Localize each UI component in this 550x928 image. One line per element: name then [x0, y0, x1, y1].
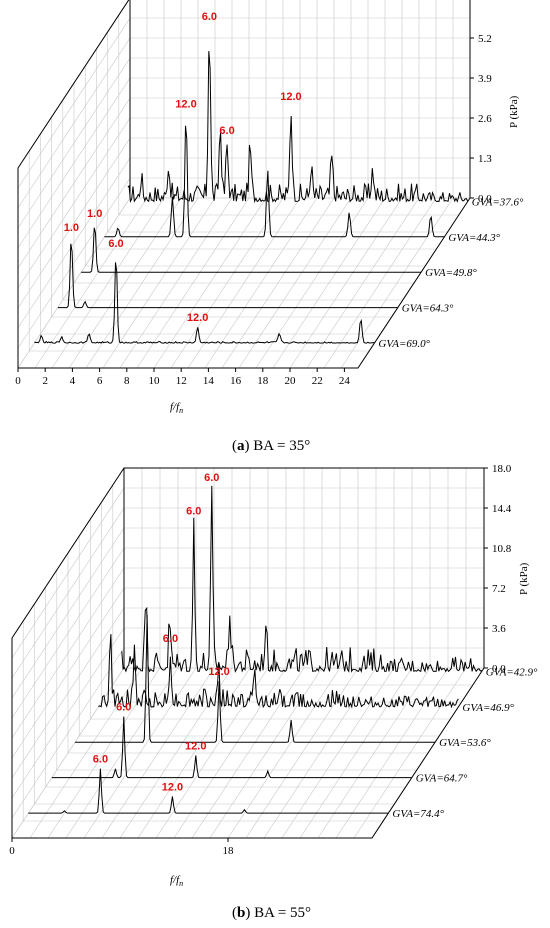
series-label: GVA=42.9°	[486, 666, 538, 678]
peak-label: 1.0	[64, 222, 79, 234]
x-tick-label: 18	[223, 845, 235, 857]
z-tick-label: 0.0	[478, 193, 492, 205]
grid-line	[11, 467, 484, 639]
x-tick-label: 4	[70, 375, 76, 387]
z-tick-label: 2.6	[478, 113, 492, 125]
x-tick-label: 22	[312, 375, 323, 387]
caption-b: (b) BA = 55°	[232, 905, 311, 921]
back-frame	[123, 467, 485, 668]
series-label: GVA=74.4°	[392, 808, 444, 820]
series-label: GVA=64.7°	[416, 773, 468, 785]
x-tick-label: 20	[285, 375, 297, 387]
series-label: GVA=69.0°	[378, 338, 430, 350]
series-label: GVA=44.3°	[448, 232, 500, 244]
series-label: GVA=64.3°	[402, 303, 454, 315]
series-line	[28, 768, 389, 814]
series-line	[121, 485, 482, 674]
peak-label: 12.0	[175, 99, 196, 111]
peak-label: 6.0	[186, 505, 201, 517]
grid-line	[227, 468, 341, 839]
peak-label: 1.0	[87, 208, 102, 220]
x-tick-label: 2	[42, 375, 48, 387]
grid-line	[11, 507, 484, 679]
left-frame	[17, 0, 130, 368]
series-line	[98, 634, 459, 709]
x-tick-label: 12	[176, 375, 187, 387]
grid-line	[101, 468, 215, 839]
back-frame	[129, 0, 471, 198]
caption-a: (a) BA = 35°	[232, 438, 310, 454]
peak-label: 6.0	[163, 633, 178, 645]
x-tick-label: 8	[124, 375, 130, 387]
series-line	[75, 614, 436, 743]
peak-label: 6.0	[108, 238, 123, 250]
panel-b-chart: 0 18 0.0 3.6 7.2 10.8 14.4 18.0 GVA=42.9° 6.0 6.0 G…	[9, 463, 538, 857]
series-line	[51, 716, 412, 779]
floor-frame	[12, 667, 485, 839]
z-tick-label: 10.8	[492, 543, 512, 555]
peak-label: 6.0	[219, 125, 234, 137]
x-tick-label: 24	[339, 375, 351, 387]
series-line	[81, 227, 422, 273]
grid-line	[11, 547, 484, 719]
peak-label: 6.0	[204, 472, 219, 484]
x-tick-label: 10	[149, 375, 161, 387]
z-tick-label: 1.3	[478, 153, 492, 165]
grid-line	[11, 527, 484, 699]
peak-label: 6.0	[116, 702, 131, 714]
grid-line	[17, 177, 470, 349]
peak-label: 12.0	[280, 91, 301, 103]
z-tick-label: 18.0	[492, 463, 512, 475]
floor-frame	[18, 197, 471, 369]
x-axis-label-a: f/fn	[170, 401, 183, 415]
series-line	[104, 125, 445, 238]
peak-label: 6.0	[202, 11, 217, 23]
z-axis-label-b: P (kPa)	[518, 562, 530, 595]
series-line	[34, 262, 375, 344]
x-tick-label: 6	[97, 375, 103, 387]
z-tick-label: 3.9	[478, 73, 492, 85]
grid-line	[11, 567, 484, 739]
series-label: GVA=46.9°	[462, 702, 514, 714]
series-line	[127, 51, 469, 204]
grid-line	[29, 468, 143, 839]
series-label: GVA=49.8°	[425, 267, 477, 279]
x-tick-label: 0	[15, 375, 21, 387]
series-line	[57, 243, 398, 309]
z-tick-label: 0.0	[492, 663, 506, 675]
panel-a-chart: 0 2 4 6 8 10 12 14 16 18 20 22 240.01.32.63.95.2GVA=…	[15, 0, 524, 387]
peak-label: 12.0	[185, 740, 206, 752]
grid-line	[11, 587, 484, 759]
series-label: GVA=53.6°	[439, 737, 491, 749]
grid-line	[11, 627, 484, 799]
x-tick-label: 0	[9, 845, 15, 857]
grid-line	[299, 468, 413, 839]
grid-line	[263, 468, 377, 839]
peak-label: 12.0	[162, 781, 183, 793]
z-tick-label: 7.2	[492, 583, 506, 595]
left-frame	[11, 467, 125, 838]
peak-label: 6.0	[93, 754, 108, 766]
x-tick-label: 16	[230, 375, 242, 387]
z-tick-label: 3.6	[492, 623, 506, 635]
z-axis-label-a: P (kPa)	[508, 95, 520, 128]
grid-line	[281, 468, 395, 839]
grid-line	[11, 647, 484, 819]
z-tick-label: 5.2	[478, 33, 492, 45]
z-tick-label: 14.4	[492, 503, 512, 515]
series-label: GVA=37.6°	[472, 196, 524, 208]
x-axis-label-b: f/fn	[170, 874, 183, 888]
peak-label: 12.0	[208, 666, 229, 678]
x-tick-label: 14	[203, 375, 215, 387]
grid-line	[11, 487, 484, 659]
peak-label: 12.0	[187, 312, 208, 324]
x-tick-label: 18	[257, 375, 269, 387]
